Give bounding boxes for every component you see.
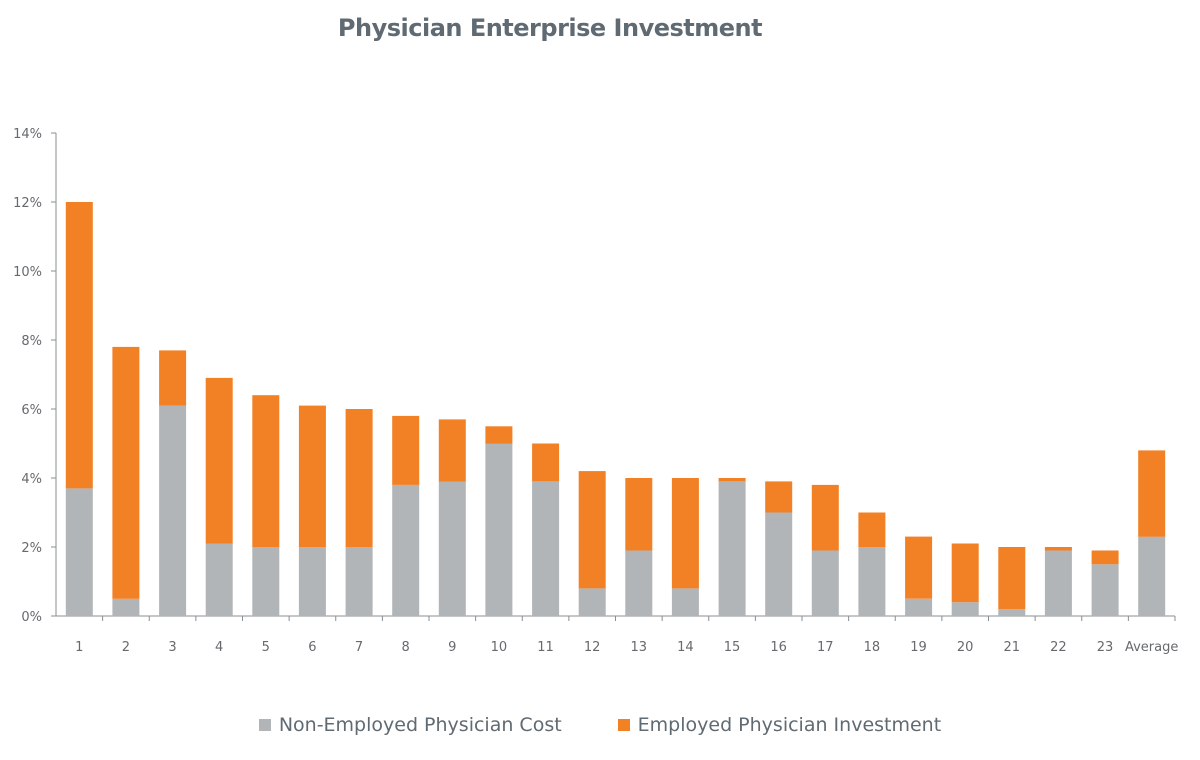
bar-employed-7 xyxy=(345,409,373,547)
bar-employed-1 xyxy=(65,202,93,489)
bar-employed-6 xyxy=(298,405,326,547)
bar-non-employed-average xyxy=(1138,536,1166,616)
bar-employed-17 xyxy=(811,484,839,551)
bar-non-employed-12 xyxy=(578,588,606,616)
bar-non-employed-17 xyxy=(811,550,839,616)
bar-non-employed-6 xyxy=(298,547,326,616)
y-tick-label: 14% xyxy=(13,127,42,142)
x-tick-label: 3 xyxy=(168,640,176,655)
bar-non-employed-11 xyxy=(532,481,560,616)
x-tick-label: 16 xyxy=(770,640,787,655)
x-tick-label: Average xyxy=(1125,640,1178,655)
x-tick-label: 17 xyxy=(817,640,834,655)
legend-swatch-employed xyxy=(617,719,630,731)
x-tick-label: 2 xyxy=(122,640,130,655)
bar-non-employed-15 xyxy=(718,481,746,616)
chart-title: Physician Enterprise Investment xyxy=(337,14,763,42)
bar-employed-13 xyxy=(625,478,653,551)
x-tick-label: 22 xyxy=(1050,640,1067,655)
bar-non-employed-18 xyxy=(858,547,886,616)
tick-labels: 0%2%4%6%8%10%12%14%1 2 3 4 5 6 7 8 9 10 11 12 13 14 15… xyxy=(13,127,1178,655)
bar-non-employed-20 xyxy=(951,602,979,616)
stacked-bar-chart: 0%2%4%6%8%10%12%14%1 2 3 4 5 6 7 8 9 10 11 12 13 14 15… xyxy=(13,127,1178,655)
y-tick-label: 0% xyxy=(21,610,42,625)
legend-item-non-employed: Non-Employed Physician Cost xyxy=(258,714,562,736)
x-tick-label: 13 xyxy=(631,640,648,655)
bar-non-employed-1 xyxy=(65,488,93,616)
bar-non-employed-7 xyxy=(345,547,373,616)
x-tick-label: 18 xyxy=(864,640,881,655)
bar-employed-21 xyxy=(998,547,1026,610)
bars xyxy=(65,202,1166,617)
legend-item-employed: Employed Physician Investment xyxy=(617,714,942,736)
y-tick-label: 4% xyxy=(21,472,42,487)
bar-non-employed-23 xyxy=(1091,564,1119,617)
bar-employed-4 xyxy=(205,377,233,544)
bar-employed-22 xyxy=(1044,547,1072,551)
bar-non-employed-3 xyxy=(159,405,187,616)
legend: Non-Employed Physician Cost Employed Phy… xyxy=(0,714,1200,736)
bar-non-employed-14 xyxy=(671,588,699,616)
x-tick-label: 12 xyxy=(584,640,601,655)
bar-non-employed-4 xyxy=(205,543,233,616)
bar-non-employed-5 xyxy=(252,547,280,616)
y-tick-label: 2% xyxy=(21,541,42,556)
x-tick-label: 20 xyxy=(957,640,974,655)
x-tick-label: 6 xyxy=(308,640,316,655)
legend-label-non-employed: Non-Employed Physician Cost xyxy=(278,714,562,736)
bar-employed-average xyxy=(1138,450,1166,537)
x-tick-label: 4 xyxy=(215,640,223,655)
bar-employed-8 xyxy=(392,415,420,485)
axes xyxy=(51,132,1176,621)
bar-non-employed-10 xyxy=(485,443,513,616)
bar-non-employed-13 xyxy=(625,550,653,616)
bar-non-employed-21 xyxy=(998,609,1026,616)
y-tick-label: 12% xyxy=(13,196,42,211)
x-tick-label: 15 xyxy=(724,640,741,655)
bar-employed-15 xyxy=(718,478,746,482)
bar-non-employed-9 xyxy=(438,481,466,616)
x-tick-label: 7 xyxy=(355,640,363,655)
bar-employed-14 xyxy=(671,478,699,589)
legend-swatch-non-employed xyxy=(258,719,271,731)
bar-employed-19 xyxy=(905,536,933,599)
bar-non-employed-8 xyxy=(392,484,420,616)
bar-non-employed-19 xyxy=(905,598,933,617)
bar-employed-23 xyxy=(1091,550,1119,565)
bar-non-employed-16 xyxy=(765,512,793,616)
x-tick-label: 5 xyxy=(262,640,270,655)
x-tick-label: 9 xyxy=(448,640,456,655)
x-tick-label: 23 xyxy=(1097,640,1114,655)
bar-non-employed-2 xyxy=(112,598,140,617)
y-tick-label: 6% xyxy=(21,403,42,418)
bar-employed-20 xyxy=(951,543,979,603)
x-tick-label: 21 xyxy=(1004,640,1021,655)
bar-employed-3 xyxy=(159,350,187,406)
y-tick-label: 10% xyxy=(13,265,42,280)
x-tick-label: 11 xyxy=(537,640,554,655)
bar-employed-9 xyxy=(438,419,466,482)
x-tick-label: 1 xyxy=(75,640,83,655)
bar-employed-18 xyxy=(858,512,886,547)
x-tick-label: 19 xyxy=(910,640,927,655)
y-tick-label: 8% xyxy=(21,334,42,349)
x-tick-label: 10 xyxy=(491,640,508,655)
x-tick-label: 14 xyxy=(677,640,694,655)
bar-employed-2 xyxy=(112,346,140,599)
x-tick-label: 8 xyxy=(402,640,410,655)
bar-employed-5 xyxy=(252,395,280,547)
bar-employed-16 xyxy=(765,481,793,513)
legend-label-employed: Employed Physician Investment xyxy=(637,714,942,736)
bar-employed-11 xyxy=(532,443,560,482)
bar-employed-12 xyxy=(578,471,606,589)
bar-employed-10 xyxy=(485,426,513,444)
bar-non-employed-22 xyxy=(1044,550,1072,616)
